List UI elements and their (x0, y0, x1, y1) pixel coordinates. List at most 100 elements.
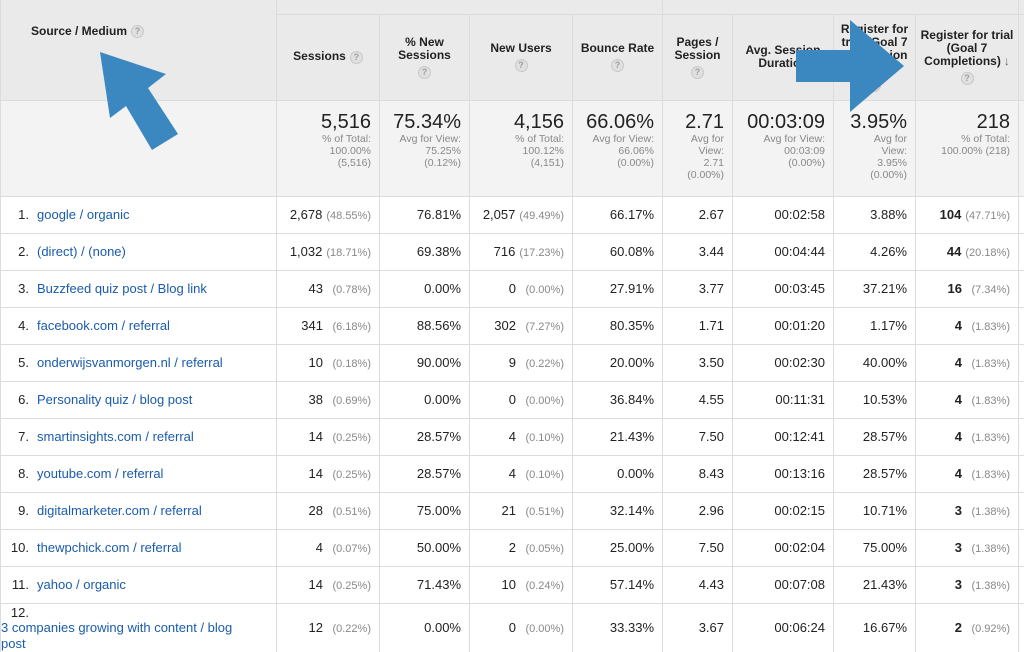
table-row: 12.3 companies growing with content / bl… (0, 602, 1024, 652)
row-rank: 5. (18, 355, 29, 371)
sessions-cell: 12 (0.22%) (276, 602, 380, 652)
source-medium-link[interactable]: 3 companies growing with content / blog … (1, 619, 233, 651)
source-medium-link[interactable]: (direct) / (none) (37, 243, 126, 259)
new-users-value: 0 (508, 620, 516, 636)
new-users-cell: 0 (0.00%) (469, 380, 573, 419)
sessions-value: 1,032 (289, 244, 323, 259)
sessions-percent: (0.22%) (332, 623, 371, 636)
column-header-sessions[interactable]: Sessions? (276, 13, 380, 101)
source-medium-cell: 10. thewpchick.com / referral (0, 528, 277, 567)
help-icon[interactable]: ? (960, 72, 974, 85)
completions-cell: 16 (7.34%) (915, 269, 1019, 308)
total-avg-duration: 00:03:09 Avg for View: 00:03:09 (0.00%) (732, 99, 834, 197)
help-icon[interactable]: ? (514, 59, 528, 72)
completions-percent: (1.83%) (971, 395, 1010, 407)
new-sessions-cell: 28.57% (379, 454, 470, 493)
avg-duration-cell: 00:02:58 (732, 195, 834, 234)
column-header-source-medium[interactable]: Source / Medium? (0, 0, 277, 101)
completions-value: 4 (954, 466, 962, 481)
column-header-completions[interactable]: Register for trial (Goal 7 Completions) ↓… (915, 13, 1019, 101)
help-icon[interactable]: ? (349, 50, 363, 64)
sessions-percent: (18.71%) (326, 247, 371, 259)
sessions-cell: 14 (0.25%) (276, 565, 380, 604)
sessions-value: 14 (308, 466, 323, 481)
help-icon[interactable]: ? (691, 65, 704, 79)
row-rank: 4. (18, 318, 29, 334)
source-medium-link[interactable]: youtube.com / referral (37, 465, 164, 481)
pages-session-cell: 4.55 (662, 380, 733, 419)
completions-cell: 3 (1.38%) (915, 491, 1019, 530)
source-medium-link[interactable]: onderwijsvanmorgen.nl / referral (37, 354, 223, 370)
source-medium-link[interactable]: google / organic (37, 206, 130, 222)
bounce-rate-cell: 57.14% (572, 565, 663, 604)
completions-percent: (47.71%) (965, 210, 1010, 222)
source-medium-link[interactable]: yahoo / organic (37, 576, 126, 592)
sessions-cell: 341 (6.18%) (276, 306, 380, 345)
row-rank: 7. (18, 429, 29, 445)
completions-cell: 3 (1.38%) (915, 528, 1019, 567)
conversion-rate-cell: 40.00% (833, 343, 916, 382)
completions-value: 104 (939, 207, 962, 222)
row-filler (1018, 417, 1024, 456)
help-icon[interactable]: ? (131, 25, 145, 39)
source-medium-cell: 8. youtube.com / referral (0, 454, 277, 493)
bounce-rate-cell: 27.91% (572, 269, 663, 308)
bounce-rate-cell: 25.00% (572, 528, 663, 567)
total-pages-session: 2.71 Avg for View: 2.71 (0.00%) (662, 99, 733, 197)
source-medium-cell: 9. digitalmarketer.com / referral (0, 491, 277, 530)
new-users-percent: (0.22%) (525, 358, 564, 370)
completions-value: 4 (954, 355, 962, 370)
avg-duration-cell: 00:02:15 (732, 491, 834, 530)
sessions-cell: 14 (0.25%) (276, 454, 380, 493)
column-header-bounce-rate[interactable]: Bounce Rate? (572, 13, 663, 101)
new-users-value: 2 (508, 540, 516, 555)
new-users-percent: (7.27%) (525, 321, 564, 333)
new-users-cell: 4 (0.10%) (469, 417, 573, 456)
column-header-new-sessions[interactable]: % New Sessions? (379, 13, 470, 101)
sessions-percent: (0.18%) (332, 358, 371, 370)
new-sessions-cell: 69.38% (379, 232, 470, 271)
completions-value: 3 (954, 503, 962, 518)
row-filler (1018, 528, 1024, 567)
completions-percent: (20.18%) (965, 247, 1010, 259)
conversion-rate-cell: 21.43% (833, 565, 916, 604)
new-sessions-cell: 90.00% (379, 343, 470, 382)
conversion-rate-cell: 10.53% (833, 380, 916, 419)
sessions-percent: (0.07%) (332, 543, 371, 555)
column-header-pages-session[interactable]: Pages / Session? (662, 13, 733, 101)
pages-session-cell: 3.67 (662, 602, 733, 652)
row-filler (1018, 269, 1024, 308)
help-icon[interactable]: ? (611, 59, 624, 72)
source-medium-link[interactable]: facebook.com / referral (37, 317, 170, 333)
source-medium-link[interactable]: smartinsights.com / referral (37, 428, 194, 444)
column-header-new-users[interactable]: New Users? (469, 13, 573, 101)
source-medium-cell: 12.3 companies growing with content / bl… (0, 602, 277, 652)
avg-duration-cell: 00:07:08 (732, 565, 834, 604)
source-medium-link[interactable]: digitalmarketer.com / referral (37, 502, 202, 518)
completions-percent: (7.34%) (971, 284, 1010, 296)
source-medium-cell: 4. facebook.com / referral (0, 306, 277, 345)
new-users-value: 0 (508, 392, 516, 407)
new-sessions-cell: 50.00% (379, 528, 470, 567)
source-medium-cell: 5. onderwijsvanmorgen.nl / referral (0, 343, 277, 382)
totals-filler (1018, 99, 1024, 197)
sessions-value: 28 (308, 503, 323, 518)
table-row: 5. onderwijsvanmorgen.nl / referral 10 (0.1… (0, 343, 1024, 382)
sessions-cell: 28 (0.51%) (276, 491, 380, 530)
conversion-rate-cell: 37.21% (833, 269, 916, 308)
sessions-value: 4 (315, 540, 323, 555)
sort-descending-icon[interactable]: ↓ (1003, 54, 1010, 68)
table-row: 8. youtube.com / referral 14 (0.25%) 28.57% 4… (0, 454, 1024, 493)
sessions-cell: 38 (0.69%) (276, 380, 380, 419)
source-medium-link[interactable]: thewpchick.com / referral (37, 539, 182, 555)
column-header-avg-duration[interactable]: Avg. Session Duration (732, 13, 834, 101)
avg-duration-cell: 00:03:45 (732, 269, 834, 308)
bounce-rate-cell: 0.00% (572, 454, 663, 493)
sessions-percent: (0.78%) (332, 284, 371, 296)
source-medium-link[interactable]: Buzzfeed quiz post / Blog link (37, 280, 207, 296)
total-bounce-rate: 66.06% Avg for View: 66.06% (0.00%) (572, 99, 663, 197)
new-users-value: 9 (508, 355, 516, 370)
new-sessions-cell: 0.00% (379, 380, 470, 419)
source-medium-link[interactable]: Personality quiz / blog post (37, 391, 193, 407)
help-icon[interactable]: ? (418, 65, 431, 79)
